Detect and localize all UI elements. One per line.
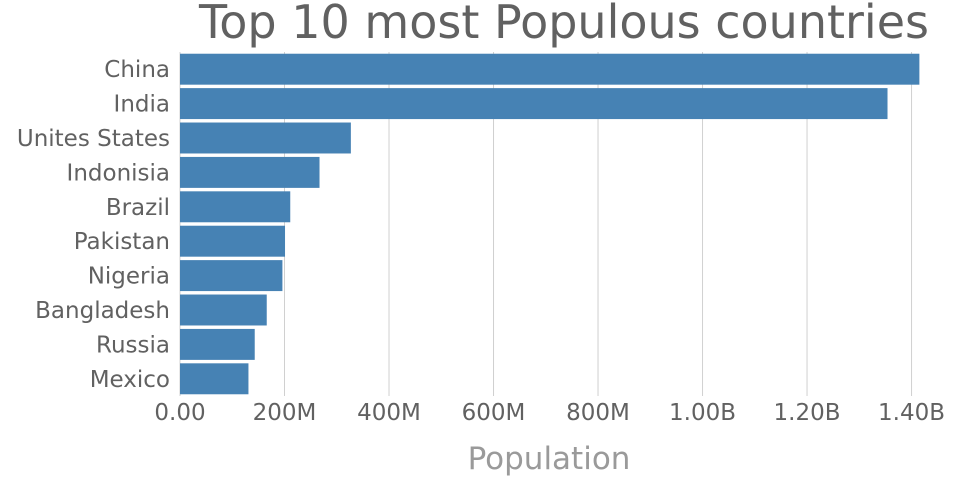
category-label: Unites States <box>17 126 170 152</box>
x-tick-label: 1.00B <box>669 400 736 426</box>
bar[interactable] <box>180 363 249 395</box>
x-tick-label: 600M <box>462 400 526 426</box>
x-tick-labels: 0.00 200M 400M 600M 800M 1.00B 1.20B 1.40B <box>154 400 945 426</box>
bar[interactable] <box>180 260 283 292</box>
bars <box>180 53 920 395</box>
x-tick-label: 200M <box>253 400 317 426</box>
category-label: Brazil <box>106 195 170 221</box>
bar[interactable] <box>180 328 255 360</box>
bar[interactable] <box>180 156 320 188</box>
bar[interactable] <box>180 122 351 154</box>
bar[interactable] <box>180 191 291 223</box>
x-axis-label: Population <box>468 441 631 477</box>
x-tick-label: 1.40B <box>878 400 945 426</box>
x-tick-label: 1.20B <box>774 400 841 426</box>
category-label: Pakistan <box>74 229 170 255</box>
category-label: India <box>114 92 170 118</box>
bar[interactable] <box>180 294 267 326</box>
category-label: Mexico <box>90 367 170 393</box>
bar[interactable] <box>180 53 920 85</box>
category-label: China <box>104 57 170 83</box>
category-label: Bangladesh <box>35 298 170 324</box>
chart-title: Top 10 most Populous countries <box>198 0 929 49</box>
x-tick-label: 0.00 <box>154 400 205 426</box>
bar[interactable] <box>180 225 286 257</box>
bar[interactable] <box>180 88 888 120</box>
x-tick-label: 800M <box>566 400 630 426</box>
category-label: Indonisia <box>67 160 170 186</box>
category-label: Russia <box>96 332 170 358</box>
x-tick-label: 400M <box>357 400 421 426</box>
category-label: Nigeria <box>88 264 170 290</box>
category-labels: China India Unites States Indonisia Brazil Pa… <box>17 57 170 393</box>
